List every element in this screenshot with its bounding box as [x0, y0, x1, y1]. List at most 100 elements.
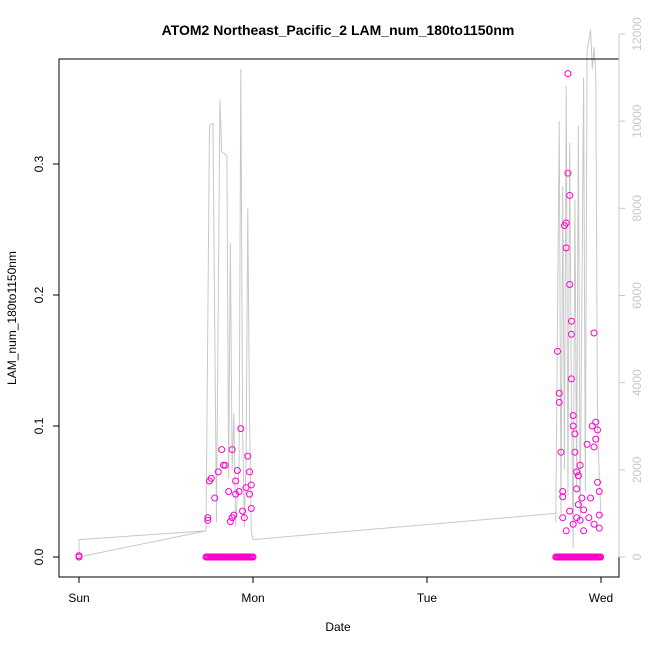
y-tick-label: 0.2 [32, 286, 46, 303]
data-point [595, 511, 603, 519]
data-point [237, 425, 245, 433]
data-point [554, 347, 561, 355]
data-point [592, 435, 600, 443]
data-point [594, 426, 602, 434]
data-point [559, 488, 567, 495]
data-point [588, 422, 596, 430]
data-point [576, 516, 584, 524]
data-point [235, 488, 243, 495]
y2-tick-label: 0 [630, 553, 644, 560]
data-point [559, 493, 567, 501]
data-point [226, 518, 234, 526]
data-point [567, 375, 575, 383]
concentration-line-connector [78, 530, 207, 558]
data-point [232, 477, 240, 485]
y2-tick-label: 8000 [630, 195, 644, 222]
data-point [233, 467, 241, 475]
data-point [590, 329, 598, 337]
data-point [562, 527, 570, 535]
data-point [204, 514, 212, 522]
y2-tick-label: 2000 [630, 456, 644, 483]
concentration-baseline [252, 512, 556, 541]
data-point [569, 520, 577, 528]
data-point [566, 281, 574, 289]
chart-title: ATOM2 Northeast_Pacific_2 LAM_num_180to1… [162, 22, 515, 38]
plot-points [75, 70, 605, 561]
data-point [562, 244, 570, 252]
concentration-line-segment-1 [78, 68, 254, 557]
data-point [221, 461, 229, 469]
x-axis: Sun Mon Tue Wed [68, 576, 613, 605]
data-point [571, 430, 579, 438]
x-tick-label-tue: Tue [417, 591, 438, 605]
data-point [580, 506, 588, 514]
data-point [240, 514, 248, 522]
data-point [211, 494, 219, 502]
data-point [590, 520, 598, 528]
data-point [239, 507, 247, 515]
data-point-zero [597, 553, 605, 561]
concentration-line-segment-2 [555, 29, 602, 549]
data-point [230, 511, 238, 519]
y-axis: 0.0 0.1 0.2 0.3 [32, 155, 60, 565]
data-point [595, 524, 603, 532]
data-point [574, 501, 582, 509]
y2-axis: 0 2000 4000 6000 8000 10000 12000 [618, 17, 644, 560]
data-point [594, 478, 602, 486]
y-axis-label: LAM_num_180to1150nm [5, 251, 19, 385]
data-point [590, 443, 598, 451]
data-point [573, 468, 581, 476]
x-axis-label: Date [325, 620, 351, 634]
data-point [567, 317, 575, 325]
data-point [571, 448, 579, 456]
x-tick-label-sun: Sun [68, 591, 89, 605]
data-point [569, 412, 577, 420]
data-point [595, 488, 603, 495]
data-point [585, 514, 593, 522]
data-point-zero [249, 553, 257, 561]
data-point [564, 169, 572, 177]
data-point [587, 494, 595, 502]
data-point [557, 448, 565, 456]
y2-tick-label: 10000 [630, 104, 644, 138]
data-point [247, 505, 255, 513]
data-point [214, 468, 222, 476]
data-point [228, 446, 236, 454]
data-point [559, 514, 567, 522]
data-point [576, 461, 584, 469]
data-point [573, 485, 581, 493]
data-point [218, 446, 226, 454]
data-point [566, 507, 574, 515]
data-point [583, 440, 591, 448]
data-point [555, 398, 563, 406]
data-point [574, 472, 582, 480]
data-point [592, 418, 600, 426]
y2-tick-label: 4000 [630, 369, 644, 396]
data-point [225, 488, 233, 495]
data-point [578, 494, 586, 502]
data-point [246, 468, 254, 476]
data-point [75, 552, 83, 560]
y2-tick-label: 6000 [630, 282, 644, 309]
data-point [580, 527, 588, 535]
data-point [569, 422, 577, 430]
data-point [564, 70, 572, 78]
data-point [204, 516, 212, 524]
plot-lines [78, 29, 602, 558]
data-point [246, 490, 254, 498]
data-point [567, 330, 575, 338]
y2-tick-label: 12000 [630, 17, 644, 51]
data-point [562, 219, 570, 227]
x-tick-label-wed: Wed [589, 591, 613, 605]
y-tick-label: 0.3 [32, 155, 46, 172]
data-point [207, 474, 215, 482]
x-tick-label-mon: Mon [241, 591, 264, 605]
y-tick-label: 0.1 [32, 417, 46, 434]
data-point [555, 389, 563, 397]
data-point [244, 452, 252, 460]
data-point [247, 481, 255, 489]
data-point [566, 191, 574, 199]
y-tick-label: 0.0 [32, 548, 46, 565]
